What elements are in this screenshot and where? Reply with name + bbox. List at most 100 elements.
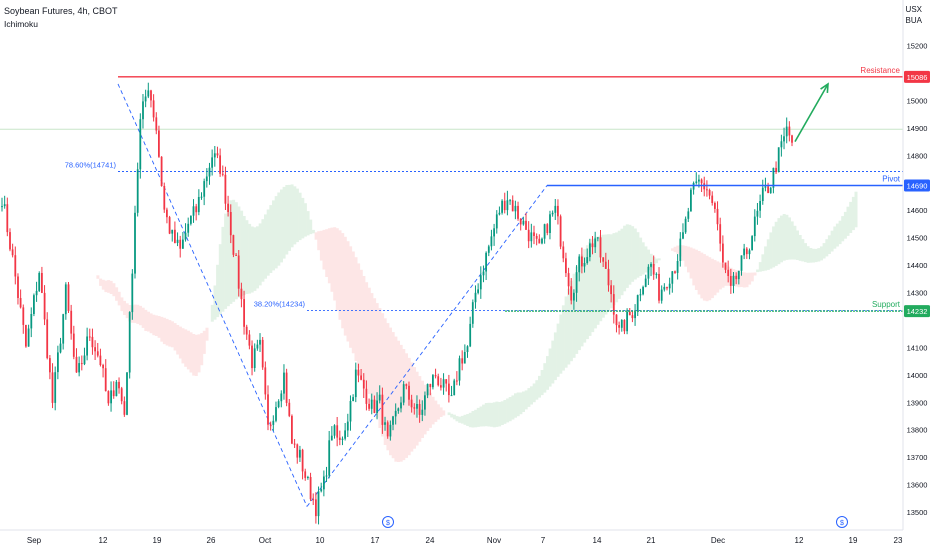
candle-body xyxy=(328,440,331,476)
cloud-segment xyxy=(806,246,810,263)
candle-body xyxy=(248,334,251,346)
swing-leg xyxy=(117,83,308,507)
candle-body xyxy=(687,211,690,219)
candle-body xyxy=(216,153,219,156)
cloud-segment xyxy=(538,375,541,398)
cloud-segment xyxy=(854,191,858,228)
cloud-segment xyxy=(644,246,648,273)
candle-body xyxy=(541,238,543,244)
cloud-segment xyxy=(740,271,744,287)
cloud-segment xyxy=(365,282,369,389)
candle-body xyxy=(256,344,259,349)
candle-body xyxy=(783,136,785,142)
cloud-segment xyxy=(189,332,193,373)
candle-body xyxy=(259,339,261,345)
cloud-segment xyxy=(511,395,515,420)
event-icon[interactable]: $ xyxy=(836,516,848,528)
candle-body xyxy=(83,355,86,365)
candle-body xyxy=(490,236,493,247)
price-axis[interactable]: 13500 13600 13700 13800 13900 14000 14100 14300… xyxy=(907,42,928,517)
cloud-segment xyxy=(649,253,653,268)
cloud-segment xyxy=(777,218,781,265)
cloud-segment xyxy=(516,392,520,417)
cloud-segment xyxy=(591,239,595,333)
cloud-segment xyxy=(774,221,778,266)
time-axis[interactable]: Sep 12 19 26 Oct 10 17 24 Nov 7 14 21 Dec 12 19 23 xyxy=(27,536,903,545)
cloud-segment xyxy=(471,411,475,428)
cloud-segment xyxy=(378,308,382,428)
candle-body xyxy=(445,379,448,384)
candle-body xyxy=(426,384,429,396)
cloud-segment xyxy=(269,205,273,273)
pivot-label: Pivot xyxy=(882,174,901,183)
cloud-segment xyxy=(604,234,608,315)
cloud-segment xyxy=(285,185,289,255)
cloud-segment xyxy=(226,204,230,307)
cloud-segment xyxy=(242,216,246,295)
candle-body xyxy=(160,156,163,186)
candle-body xyxy=(147,90,150,97)
candle-body xyxy=(195,206,198,213)
candle-body xyxy=(785,126,788,137)
candle-body xyxy=(708,190,711,196)
price-tick-label: 14300 xyxy=(907,289,928,298)
event-icon[interactable]: $ xyxy=(382,516,394,528)
candle-body xyxy=(519,218,522,225)
candle-body xyxy=(134,212,136,274)
cloud-segment xyxy=(120,297,124,312)
candle-body xyxy=(22,307,25,325)
candle-body xyxy=(737,270,740,280)
cloud-segment xyxy=(780,215,783,263)
time-tick-label: 23 xyxy=(894,536,903,545)
cloud-segment xyxy=(327,228,331,284)
cloud-segment xyxy=(718,262,722,290)
candle-body xyxy=(277,401,280,407)
candle-body xyxy=(517,205,519,219)
cloud-segment xyxy=(301,197,305,239)
cloud-segment xyxy=(184,329,188,367)
cloud-segment xyxy=(168,320,172,347)
cloud-segment xyxy=(546,356,549,390)
cloud-segment xyxy=(495,401,499,427)
cloud-segment xyxy=(753,272,757,276)
cloud-segment xyxy=(375,303,379,418)
candle-body xyxy=(128,312,131,373)
time-tick-label: 17 xyxy=(371,536,380,545)
candle-body xyxy=(618,325,620,328)
cloud-segment xyxy=(221,226,225,312)
cloud-segment xyxy=(758,262,762,272)
candle-body xyxy=(72,333,75,357)
candle-body xyxy=(788,126,791,136)
candle-body xyxy=(373,399,376,413)
candle-body xyxy=(634,311,636,319)
cloud-segment xyxy=(463,414,467,425)
candle-body xyxy=(320,489,323,492)
candle-body xyxy=(392,416,394,425)
cloud-segment xyxy=(149,313,153,334)
candle-body xyxy=(674,271,676,273)
candle-body xyxy=(200,196,203,198)
cloud-segment xyxy=(585,245,589,340)
time-tick-label: 26 xyxy=(207,536,216,545)
resistance-price-value: 15086 xyxy=(907,73,928,82)
cloud-segment xyxy=(367,287,371,394)
cloud-segment xyxy=(551,340,555,384)
candle-body xyxy=(362,379,365,389)
cloud-segment xyxy=(625,224,629,288)
cloud-segment xyxy=(609,234,613,309)
cloud-segment xyxy=(721,263,725,288)
cloud-segment xyxy=(596,236,600,325)
candle-body xyxy=(567,273,570,287)
cloud-segment xyxy=(346,241,350,342)
candle-body xyxy=(43,292,46,320)
candle-body xyxy=(777,147,780,172)
cloud-segment xyxy=(160,316,164,342)
cloud-segment xyxy=(577,259,581,351)
cloud-segment xyxy=(708,257,712,301)
candle-body xyxy=(706,189,708,191)
cloud-segment xyxy=(841,216,845,242)
candle-body xyxy=(142,101,144,120)
candle-body xyxy=(301,449,304,472)
candle-body xyxy=(498,212,501,215)
